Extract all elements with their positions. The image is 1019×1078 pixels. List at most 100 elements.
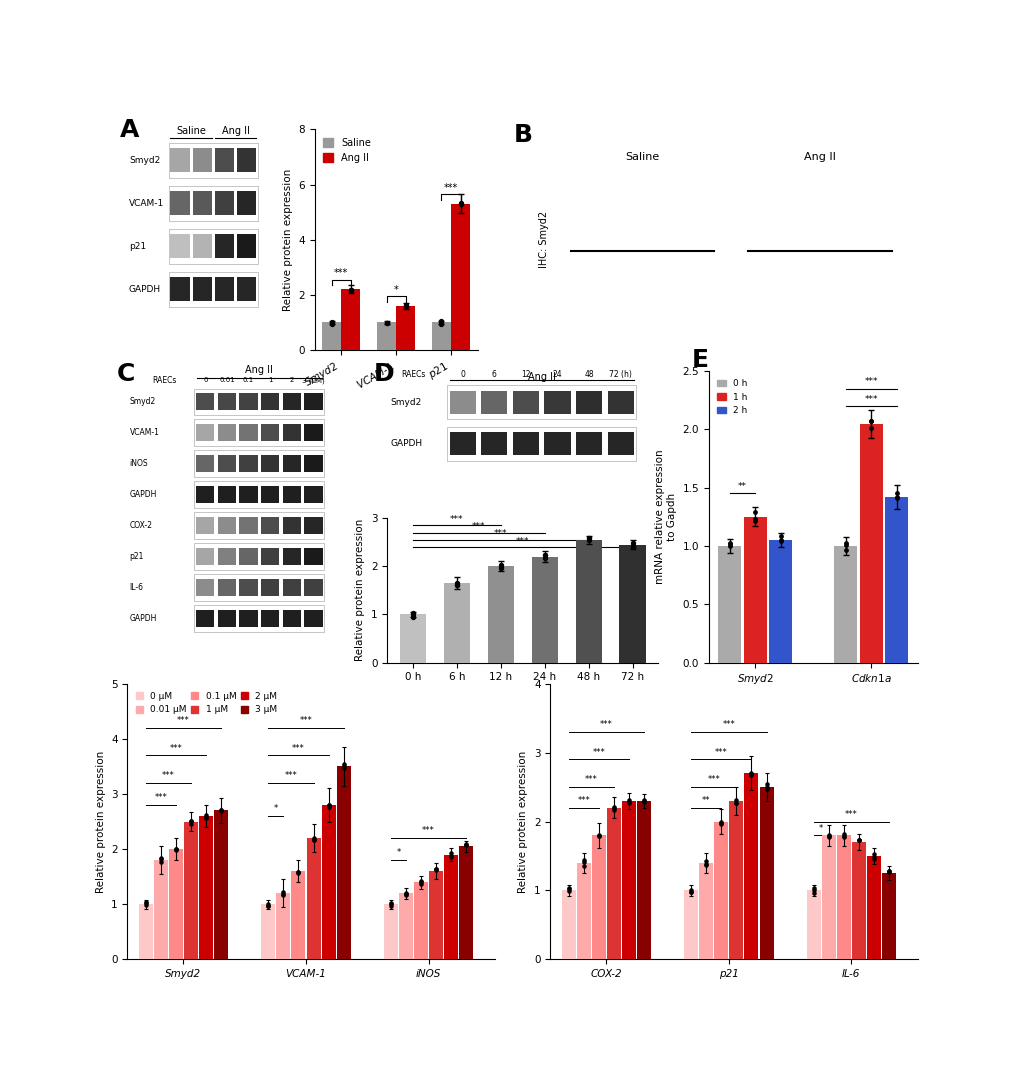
- Point: [382, 894, 398, 911]
- Bar: [834, 545, 857, 663]
- Text: p21: p21: [128, 241, 146, 251]
- Point: [837, 537, 853, 554]
- Point: [772, 533, 789, 550]
- Point: [433, 313, 449, 330]
- Bar: [217, 393, 235, 411]
- Text: GAPDH: GAPDH: [129, 614, 157, 623]
- Y-axis label: Relative protein expression: Relative protein expression: [282, 168, 292, 310]
- Bar: [291, 871, 305, 959]
- Bar: [195, 575, 324, 600]
- Bar: [531, 556, 557, 663]
- Point: [290, 863, 307, 881]
- Point: [335, 756, 352, 773]
- Point: [758, 776, 774, 793]
- Point: [865, 845, 881, 862]
- Bar: [169, 142, 258, 178]
- Text: ***: ***: [864, 377, 877, 386]
- Text: **: **: [738, 482, 746, 492]
- Bar: [196, 579, 214, 596]
- Legend: 0 μM, 0.01 μM, 0.1 μM, 1 μM, 2 μM, 3 μM: 0 μM, 0.01 μM, 0.1 μM, 1 μM, 2 μM, 3 μM: [131, 688, 280, 718]
- Bar: [446, 385, 636, 419]
- Point: [559, 883, 576, 900]
- Bar: [377, 322, 395, 350]
- Bar: [304, 393, 322, 411]
- Text: 3 (μM): 3 (μM): [302, 377, 324, 384]
- Bar: [637, 801, 650, 959]
- Bar: [261, 486, 279, 503]
- Point: [743, 764, 759, 782]
- Bar: [261, 548, 279, 565]
- Bar: [851, 842, 865, 959]
- Bar: [261, 455, 279, 472]
- Bar: [544, 391, 570, 414]
- Point: [290, 863, 307, 881]
- Bar: [304, 455, 322, 472]
- Text: ***: ***: [493, 529, 507, 538]
- Point: [275, 886, 291, 903]
- Bar: [884, 497, 908, 663]
- Text: ***: ***: [864, 395, 877, 403]
- Bar: [196, 393, 214, 411]
- Point: [275, 883, 291, 900]
- Text: 0.01: 0.01: [219, 377, 234, 384]
- Point: [743, 766, 759, 784]
- Point: [182, 813, 199, 830]
- Point: [323, 314, 339, 331]
- Text: Ang II: Ang II: [246, 365, 273, 375]
- Bar: [576, 391, 601, 414]
- Bar: [449, 391, 475, 414]
- Point: [452, 195, 469, 212]
- Bar: [193, 149, 212, 172]
- Point: [635, 793, 651, 811]
- Point: [492, 558, 508, 576]
- Bar: [195, 543, 324, 570]
- Bar: [199, 816, 213, 959]
- Bar: [304, 548, 322, 565]
- Point: [697, 856, 713, 873]
- Point: [772, 527, 789, 544]
- Point: [805, 882, 821, 899]
- Bar: [139, 904, 153, 959]
- Bar: [399, 614, 426, 663]
- Bar: [217, 424, 235, 441]
- Point: [305, 829, 321, 846]
- Point: [862, 419, 878, 437]
- Bar: [215, 192, 234, 216]
- Bar: [698, 862, 712, 959]
- Point: [888, 489, 904, 507]
- Bar: [217, 517, 235, 534]
- Point: [413, 872, 429, 889]
- Point: [397, 298, 414, 315]
- Bar: [743, 516, 766, 663]
- Point: [275, 886, 291, 903]
- Bar: [195, 482, 324, 508]
- Bar: [170, 192, 190, 216]
- Bar: [282, 548, 301, 565]
- Bar: [304, 579, 322, 596]
- Bar: [195, 451, 324, 476]
- Point: [382, 898, 398, 915]
- Point: [182, 813, 199, 830]
- Bar: [239, 486, 258, 503]
- Bar: [622, 801, 635, 959]
- Bar: [193, 234, 212, 258]
- Bar: [196, 486, 214, 503]
- Bar: [744, 773, 758, 959]
- Point: [880, 862, 897, 880]
- Bar: [576, 862, 590, 959]
- Point: [580, 531, 596, 549]
- Bar: [713, 821, 728, 959]
- Bar: [169, 229, 258, 264]
- Point: [712, 814, 729, 831]
- Point: [442, 848, 459, 866]
- Bar: [304, 486, 322, 503]
- Point: [862, 413, 878, 430]
- Bar: [217, 548, 235, 565]
- Bar: [195, 419, 324, 446]
- Point: [138, 895, 154, 912]
- Point: [536, 547, 552, 564]
- Bar: [307, 838, 320, 959]
- Point: [405, 605, 421, 622]
- Bar: [607, 391, 633, 414]
- Text: ***: ***: [516, 537, 529, 545]
